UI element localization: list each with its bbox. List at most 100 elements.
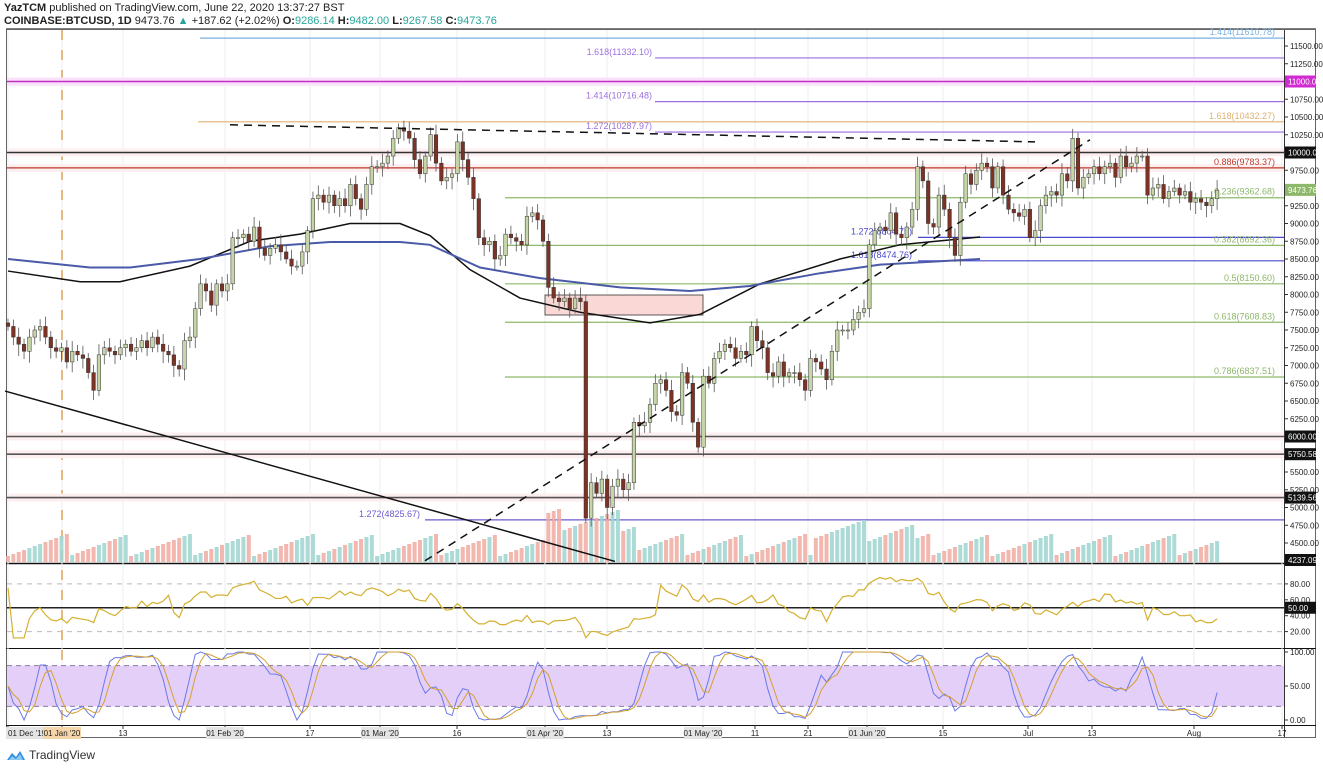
svg-text:8250.00: 8250.00 [1290,273,1319,282]
svg-text:7000.00: 7000.00 [1290,362,1319,371]
svg-text:50.00: 50.00 [1288,604,1309,613]
svg-text:7500.00: 7500.00 [1290,326,1319,335]
low-value: 9267.58 [402,15,443,27]
time-tick-label: 01 May '20 [684,729,723,738]
time-tick-label: 13 [1088,729,1097,738]
level-label: 1.618(11332.10) [587,47,652,57]
level-label: 0.886(9783.37) [1214,157,1275,167]
svg-text:8750.00: 8750.00 [1290,237,1319,246]
svg-text:5500.00: 5500.00 [1290,468,1319,477]
trendlines[interactable] [4,124,1091,563]
ascending-support [424,139,1091,562]
publish-line: YazTCM published on TradingView.com, Jun… [4,2,497,15]
time-tick-label: 01 Jun '20 [849,729,886,738]
rsi-pane: 80.00 60.00 40.00 20.00 50.00 [7,576,1316,639]
svg-text:6750.00: 6750.00 [1290,379,1319,388]
stoch-rsi-pane: 100.00 50.00 0.00 [7,648,1315,725]
last-price: 9473.76 [134,15,175,27]
svg-text:11000.00: 11000.00 [1288,78,1321,87]
svg-text:80.00: 80.00 [1290,580,1311,589]
price-badge [1285,75,1316,88]
level-label: 0.786(6837.51) [1214,366,1275,376]
svg-text:9250.00: 9250.00 [1290,202,1319,211]
time-tick-label: 16 [453,729,462,738]
brand-name: TradingView [29,748,96,762]
time-tick-label: Jul [1023,729,1033,738]
price-badge [1285,554,1316,566]
price-badge [1285,430,1316,443]
svg-text:10250.00: 10250.00 [1290,131,1323,140]
open-label: O: [282,15,295,27]
svg-text:7250.00: 7250.00 [1290,344,1319,353]
price-axis[interactable]: 11500.00 11250.00 10750.00 10500.00 10250.00… [1284,42,1323,566]
tradingview-footer[interactable]: TradingView [6,748,95,762]
svg-text:11500.00: 11500.00 [1290,42,1323,51]
price-badge [1285,146,1316,159]
svg-text:9750.00: 9750.00 [1290,166,1319,175]
svg-text:8500.00: 8500.00 [1290,255,1319,264]
price-badge [1285,183,1316,196]
close-label: C: [445,15,458,27]
svg-text:6000.00: 6000.00 [1288,433,1317,442]
level-label: 1.272(8804.75) [851,226,912,236]
candlesticks [5,120,1220,527]
price-change: +187.62 (+2.02%) [191,15,280,27]
ohlc-line: COINBASE:BTCUSD, 1D 9473.76 ▲ +187.62 (+… [4,15,497,28]
svg-text:50.00: 50.00 [1290,682,1311,691]
svg-text:10750.00: 10750.00 [1290,95,1323,104]
time-tick-label: 01 Mar '20 [361,729,399,738]
level-label: 1.272(10287.97) [586,121,652,131]
time-tick-label: 15 [939,729,948,738]
svg-text:40.00: 40.00 [1290,612,1311,621]
outer-frame [6,29,1316,738]
level-label: 1.272(4825.67) [359,509,420,519]
high-label: H: [337,15,350,27]
descending-trendline [4,390,616,563]
svg-text:9000.00: 9000.00 [1290,220,1319,229]
close-value: 9473.76 [457,15,497,27]
svg-text:4500.00: 4500.00 [1290,539,1319,548]
tradingview-logo-icon [7,750,25,760]
svg-text:5139.56: 5139.56 [1288,494,1317,503]
time-tick-label: Aug [1187,729,1201,738]
svg-text:7750.00: 7750.00 [1290,308,1319,317]
level-label: 1.414(11610.78) [1210,27,1275,37]
author-name[interactable]: YazTCM [4,2,47,14]
high-value: 9482.00 [349,15,390,27]
chart-header: YazTCM published on TradingView.com, Jun… [4,2,497,28]
svg-text:8000.00: 8000.00 [1290,291,1319,300]
svg-text:11250.00: 11250.00 [1290,60,1323,69]
time-tick-label: 13 [119,729,128,738]
level-label: 0.382(8692.36) [1214,234,1275,244]
price-badge [1285,491,1316,504]
svg-text:4750.00: 4750.00 [1290,521,1319,530]
svg-text:20.00: 20.00 [1290,628,1311,637]
level-label: 0.5(8150.60) [1224,273,1275,283]
svg-text:60.00: 60.00 [1290,596,1311,605]
time-tick-label: 01 Jan '20 [44,729,81,738]
time-tick-label: 11 [751,729,760,738]
price-badge [1285,448,1316,461]
triangle-up-icon: ▲ [177,15,189,27]
time-tick-label: 17 [1278,729,1287,738]
svg-text:10000.00: 10000.00 [1288,149,1322,158]
svg-text:6500.00: 6500.00 [1290,397,1319,406]
svg-text:0.00: 0.00 [1290,716,1306,725]
level-label: 1.618(10432.27) [1209,111,1275,121]
svg-text:100.00: 100.00 [1290,648,1315,657]
svg-text:4237.09: 4237.09 [1288,556,1317,565]
time-tick-label: 17 [306,729,315,738]
svg-text:5750.58: 5750.58 [1288,450,1317,459]
svg-text:6250.00: 6250.00 [1290,415,1319,424]
level-label: 0.236(9362.68) [1214,187,1275,197]
symbol-label[interactable]: COINBASE:BTCUSD, 1D [4,15,132,27]
level-label: 1.618(8474.76) [851,250,912,260]
svg-text:5000.00: 5000.00 [1290,504,1319,513]
svg-text:5250.00: 5250.00 [1290,486,1319,495]
open-value: 9286.14 [294,15,335,27]
time-tick-label: 13 [603,729,612,738]
level-label: 0.618(7608.83) [1214,311,1275,321]
moving-averages [7,222,981,324]
